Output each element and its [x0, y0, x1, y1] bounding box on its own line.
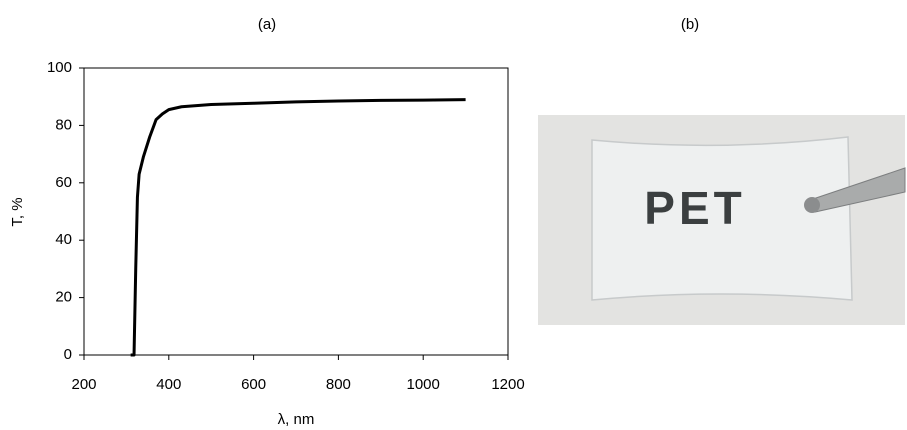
x-axis-label: λ, nm	[278, 411, 315, 428]
plot-frame	[84, 68, 508, 355]
panel-label: (b)	[681, 16, 699, 33]
y-axis-label: T, %	[9, 197, 26, 226]
x-tick-label: 200	[71, 376, 96, 393]
photo-text: PET	[644, 182, 745, 234]
x-tick-label: 1000	[407, 376, 440, 393]
panel-label: (a)	[258, 16, 276, 33]
x-tick-label: 600	[241, 376, 266, 393]
y-tick-label: 80	[55, 116, 72, 133]
tweezers-tip	[804, 197, 820, 213]
transmittance-line	[131, 100, 466, 355]
y-tick-label: 40	[55, 231, 72, 248]
x-tick-label: 1200	[491, 376, 524, 393]
figure: (a) (b) λ, nm T, % PET 0 20 40 60 80 100 200 40…	[0, 0, 907, 430]
photo: PET	[538, 115, 905, 325]
y-tick-label: 60	[55, 174, 72, 191]
x-tick-label: 400	[156, 376, 181, 393]
x-tick-label: 800	[326, 376, 351, 393]
y-tick-label: 0	[64, 346, 72, 363]
y-tick-label: 20	[55, 289, 72, 306]
y-tick-label: 100	[47, 59, 72, 76]
